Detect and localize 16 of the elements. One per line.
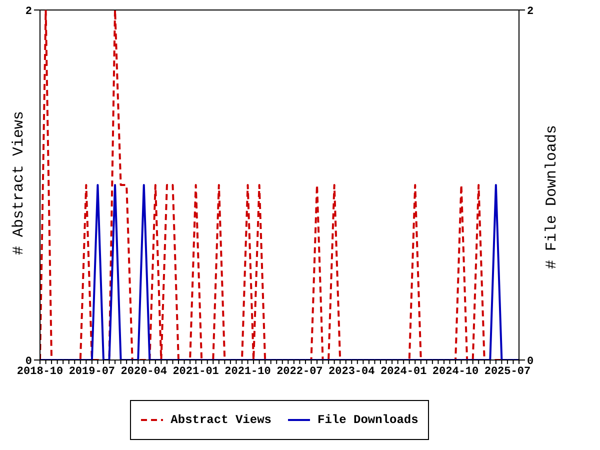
legend-label: Abstract Views: [170, 413, 272, 427]
x-tick-label: 2021-01: [172, 366, 220, 378]
legend-label: File Downloads: [318, 413, 418, 427]
y-axis-title: # Abstract Views: [10, 110, 28, 255]
x-tick-label: 2021-10: [224, 366, 271, 378]
x-tick-label: 2018-10: [16, 366, 64, 378]
x-tick-label: 2024-01: [380, 366, 428, 378]
y2-tick-label: 2: [527, 6, 534, 18]
x-tick-label: 2019-07: [68, 366, 116, 378]
x-tick-label: 2025-07: [484, 366, 531, 378]
x-tick-label: 2023-04: [328, 366, 376, 378]
x-tick-label: 2020-04: [120, 366, 168, 378]
x-tick-label: 2022-07: [276, 366, 323, 378]
y2-axis-title: # File Downloads: [543, 125, 560, 270]
x-tick-label: 2024-10: [432, 366, 479, 378]
y2-tick-label: 0: [527, 356, 534, 368]
